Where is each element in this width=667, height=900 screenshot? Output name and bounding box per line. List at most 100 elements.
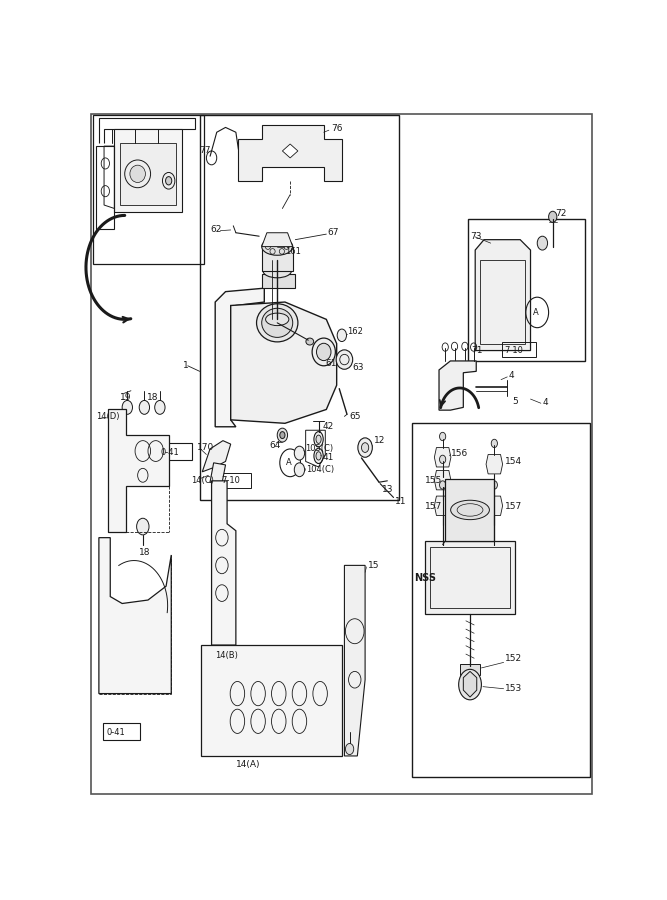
Text: 67: 67 — [327, 229, 339, 238]
Circle shape — [440, 455, 446, 464]
Bar — [460, 664, 480, 675]
Text: 65: 65 — [350, 412, 361, 421]
Text: A: A — [286, 458, 292, 467]
Text: 7-10: 7-10 — [221, 476, 240, 485]
Ellipse shape — [265, 313, 289, 326]
Bar — [430, 546, 510, 608]
Text: 0-41: 0-41 — [161, 448, 179, 457]
Polygon shape — [434, 496, 451, 516]
Text: 4: 4 — [542, 398, 548, 407]
Ellipse shape — [312, 338, 336, 365]
Circle shape — [294, 463, 305, 477]
Text: 4: 4 — [508, 371, 514, 380]
Text: 7-10: 7-10 — [505, 346, 524, 356]
Polygon shape — [215, 288, 264, 427]
Text: 19: 19 — [119, 393, 131, 402]
Text: 18: 18 — [147, 393, 159, 402]
Bar — [115, 129, 181, 212]
Bar — [219, 472, 251, 488]
Polygon shape — [439, 361, 476, 410]
Text: 72: 72 — [556, 209, 567, 218]
Ellipse shape — [257, 304, 298, 342]
Ellipse shape — [261, 238, 293, 256]
Bar — [103, 724, 140, 740]
Text: A: A — [534, 308, 539, 317]
Circle shape — [155, 400, 165, 414]
Circle shape — [294, 446, 305, 460]
Text: 64: 64 — [269, 441, 281, 450]
Text: 15: 15 — [368, 561, 379, 570]
Text: 42: 42 — [322, 422, 334, 431]
Bar — [93, 115, 204, 264]
Bar — [119, 142, 176, 205]
Bar — [412, 423, 590, 777]
Circle shape — [440, 432, 446, 441]
Circle shape — [277, 428, 287, 442]
Text: 76: 76 — [331, 124, 343, 133]
Text: 153: 153 — [505, 684, 522, 693]
Text: 152: 152 — [505, 654, 522, 663]
Circle shape — [491, 481, 498, 490]
Circle shape — [137, 518, 149, 535]
Circle shape — [346, 743, 354, 754]
Ellipse shape — [261, 309, 293, 338]
Text: 14(B): 14(B) — [215, 651, 238, 660]
Text: 63: 63 — [352, 364, 364, 373]
Text: 71: 71 — [471, 346, 482, 356]
Polygon shape — [108, 410, 169, 532]
Text: 162: 162 — [347, 327, 363, 336]
Polygon shape — [210, 463, 225, 483]
Text: 161: 161 — [285, 247, 301, 256]
Polygon shape — [239, 125, 342, 181]
Text: 0-41: 0-41 — [106, 728, 125, 737]
Circle shape — [165, 176, 172, 184]
Text: 170: 170 — [197, 443, 214, 452]
Ellipse shape — [314, 432, 323, 447]
Polygon shape — [486, 454, 503, 474]
Ellipse shape — [130, 166, 145, 183]
Text: 12: 12 — [374, 436, 386, 446]
Circle shape — [122, 400, 133, 414]
Text: 156: 156 — [452, 448, 469, 457]
Bar — [199, 115, 399, 500]
Polygon shape — [344, 565, 365, 756]
Text: 18: 18 — [139, 548, 151, 557]
Bar — [480, 260, 526, 344]
Text: 13: 13 — [382, 484, 394, 493]
Bar — [261, 247, 293, 271]
Text: 73: 73 — [470, 231, 482, 240]
Ellipse shape — [263, 264, 291, 278]
Text: 14(C): 14(C) — [191, 476, 213, 485]
Circle shape — [459, 670, 482, 700]
Text: 5: 5 — [512, 397, 518, 406]
Text: 14(A): 14(A) — [236, 760, 260, 770]
Polygon shape — [231, 302, 337, 423]
Bar — [468, 219, 585, 361]
Polygon shape — [475, 239, 530, 351]
Ellipse shape — [317, 343, 331, 361]
Polygon shape — [282, 144, 298, 158]
Text: 104(C): 104(C) — [305, 465, 334, 474]
Ellipse shape — [336, 350, 353, 369]
Circle shape — [537, 236, 548, 250]
Bar — [502, 342, 536, 357]
Text: 155: 155 — [425, 476, 442, 485]
Bar — [446, 479, 494, 541]
Polygon shape — [434, 471, 451, 490]
Polygon shape — [261, 274, 295, 288]
Polygon shape — [464, 671, 477, 697]
Bar — [425, 541, 515, 614]
Polygon shape — [486, 496, 503, 516]
Ellipse shape — [316, 435, 321, 444]
Polygon shape — [99, 537, 171, 694]
Text: 61: 61 — [325, 358, 337, 367]
Text: 1: 1 — [183, 361, 188, 370]
Text: NSS: NSS — [414, 573, 436, 583]
Text: 157: 157 — [505, 502, 522, 511]
Circle shape — [440, 481, 446, 490]
Text: 62: 62 — [210, 225, 221, 234]
Bar — [158, 444, 192, 460]
Polygon shape — [211, 481, 236, 645]
Ellipse shape — [306, 338, 313, 345]
Polygon shape — [201, 645, 342, 756]
